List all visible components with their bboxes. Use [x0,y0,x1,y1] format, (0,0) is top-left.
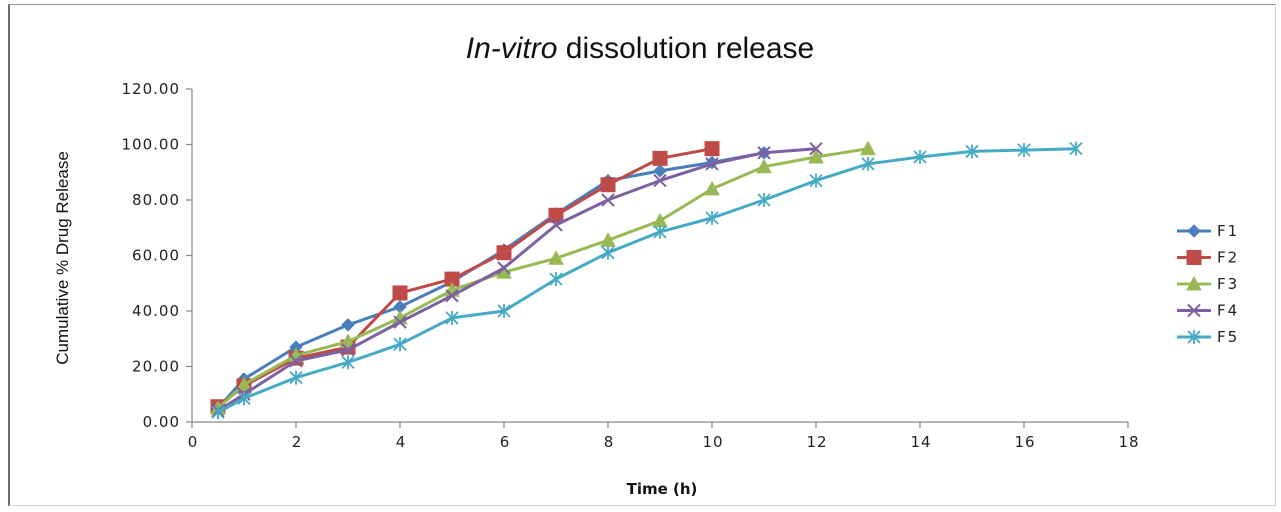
y-tick-label: 80.00 [132,191,180,209]
data-point [211,405,225,420]
data-point [289,370,303,385]
data-point [653,173,667,188]
chart-title-rest: dissolution release [557,32,814,65]
data-point [704,180,720,196]
data-point [340,333,356,349]
data-point [601,245,615,260]
series-line-f4 [217,147,817,413]
x-tick-label: 18 [1118,433,1139,451]
data-point [757,146,771,160]
legend-marker [1187,330,1201,344]
y-tick-label: 0.00 [143,413,180,431]
legend-label: F3 [1217,275,1239,293]
series-f5 [211,141,1083,420]
series-layer [210,140,1083,420]
y-tick-label: 40.00 [132,302,180,320]
data-point [289,354,303,368]
legend-item-f2: F2 [1177,249,1239,267]
x-tick-label: 16 [1014,433,1035,451]
series-line-f5 [217,147,1077,414]
data-point [341,343,355,357]
y-tick-label: 120.00 [122,80,181,98]
data-point [445,310,459,325]
data-point [341,318,355,332]
data-point [445,289,459,303]
data-point [1069,141,1083,156]
x-tick-label: 0 [188,433,199,451]
x-tick-label: 8 [604,433,615,451]
legend-marker [1186,275,1202,291]
legend-marker [1187,303,1201,318]
data-point [861,156,875,171]
data-point [392,285,408,301]
x-tick-label: 14 [910,433,931,451]
data-point [601,193,615,207]
data-point [809,141,823,156]
data-point [757,193,771,207]
chart-title: In-vitro dissolution release [466,32,815,65]
x-tick-label: 10 [702,433,723,451]
x-tick-label: 4 [396,433,407,451]
data-point [548,207,564,223]
data-point [756,158,772,174]
x-axis-label: Time (h) [627,480,698,498]
x-tick-label: 12 [806,433,827,451]
y-tick-label: 20.00 [132,358,180,376]
data-point [497,261,511,275]
data-point [652,212,668,228]
data-point [341,355,355,370]
legend-item-f3: F3 [1177,275,1239,293]
series-line-f1 [216,151,765,410]
data-point [913,149,927,164]
axes: 0.00 20.00 40.00 60.00 80.00 100.00 120.00 0 2 4 6… [122,80,1139,451]
y-tick-label: 60.00 [132,247,180,265]
chart-frame [8,4,1276,506]
data-point [497,304,511,318]
data-point [704,141,720,157]
data-point [549,218,563,232]
data-point [496,245,512,261]
y-tick-label: 100.00 [122,136,181,154]
data-point [965,144,979,159]
data-point [1017,143,1031,158]
x-tick-label: 2 [292,433,303,451]
series-line-f3 [216,147,869,410]
data-point [653,224,667,239]
data-point [600,177,616,193]
legend-item-f1: F1 [1177,222,1239,240]
y-axis-label: Cumulative % Drug Release [53,151,72,365]
data-point [549,272,563,287]
x-tick-label: 6 [500,433,511,451]
legend: F1 F2 F3 F4 F5 [1177,222,1239,346]
legend-item-f5: F5 [1177,328,1239,346]
legend-label: F2 [1217,249,1239,267]
legend-marker [1187,224,1201,238]
data-point [705,211,719,226]
data-point [653,164,667,178]
data-point [809,173,823,188]
data-point [393,315,407,329]
data-point [860,140,876,156]
legend-item-f4: F4 [1177,302,1239,320]
data-point [705,157,719,171]
data-point [393,337,407,352]
data-point [548,250,564,265]
data-point [652,150,668,166]
data-point [808,148,824,164]
legend-label: F5 [1217,328,1239,346]
data-point [237,391,251,406]
chart-title-italic: In-vitro [466,32,558,65]
legend-marker [1186,250,1202,265]
legend-label: F4 [1217,302,1239,320]
series-f2 [210,141,720,415]
series-f4 [211,141,823,418]
legend-label: F1 [1217,222,1239,240]
data-point [236,376,252,392]
